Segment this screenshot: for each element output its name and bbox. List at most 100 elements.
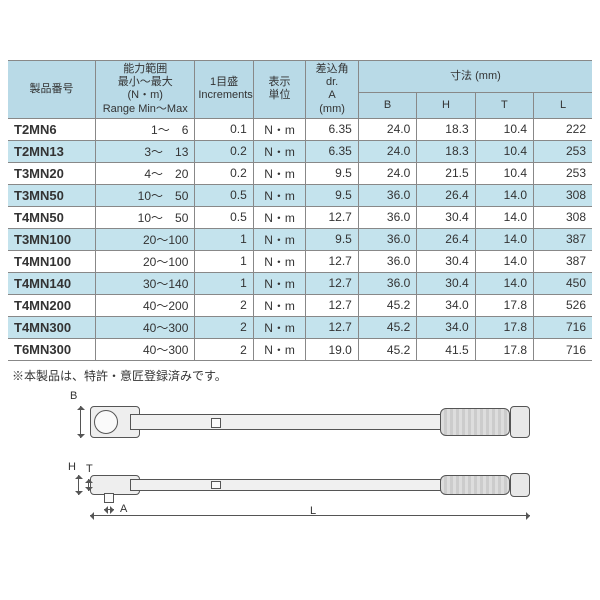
- cell-inc: 1: [195, 250, 253, 272]
- cell-range: 3～ 13: [96, 140, 195, 162]
- cell-model: T4MN50: [8, 206, 96, 228]
- wrench-body: [130, 414, 470, 430]
- col-model: 製品番号: [8, 61, 96, 118]
- cell-B: 36.0: [358, 250, 416, 272]
- cell-model: T3MN50: [8, 184, 96, 206]
- diagram-top-view: B: [70, 394, 530, 449]
- cell-T: 14.0: [475, 206, 533, 228]
- cell-range: 4～ 20: [96, 162, 195, 184]
- cell-inc: 2: [195, 294, 253, 316]
- cell-H: 21.5: [417, 162, 475, 184]
- diagram-side-view: H T A L: [70, 457, 530, 512]
- cell-range: 30～140: [96, 272, 195, 294]
- cell-H: 34.0: [417, 294, 475, 316]
- window-indicator-side: [211, 481, 221, 489]
- col-H: H: [417, 92, 475, 118]
- cell-unit: N・m: [253, 272, 306, 294]
- cell-H: 30.4: [417, 272, 475, 294]
- cell-unit: N・m: [253, 118, 306, 140]
- cell-B: 36.0: [358, 184, 416, 206]
- table-row: T4MN10020～1001N・m12.736.030.414.0387: [8, 250, 592, 272]
- cell-T: 17.8: [475, 338, 533, 360]
- cell-range: 40～200: [96, 294, 195, 316]
- dimension-diagrams: B H T A L: [8, 394, 592, 512]
- cell-range: 10～ 50: [96, 206, 195, 228]
- cell-H: 34.0: [417, 316, 475, 338]
- table-row: T3MN204～ 200.2N・m9.524.021.510.4253: [8, 162, 592, 184]
- cell-L: 308: [534, 206, 592, 228]
- cell-A: 12.7: [306, 294, 359, 316]
- table-row: T2MN61～ 60.1N・m6.3524.018.310.4222: [8, 118, 592, 140]
- col-B: B: [358, 92, 416, 118]
- cell-T: 17.8: [475, 294, 533, 316]
- wrench-endcap-side: [510, 473, 530, 497]
- wrench-grip: [440, 408, 510, 436]
- cell-T: 14.0: [475, 272, 533, 294]
- cell-model: T3MN100: [8, 228, 96, 250]
- cell-unit: N・m: [253, 250, 306, 272]
- cell-unit: N・m: [253, 294, 306, 316]
- table-header: 製品番号 能力範囲 最小～最大 (N・m) Range Min～Max 1目盛 …: [8, 61, 592, 118]
- cell-B: 45.2: [358, 338, 416, 360]
- spec-table: 製品番号 能力範囲 最小～最大 (N・m) Range Min～Max 1目盛 …: [8, 61, 592, 360]
- cell-L: 308: [534, 184, 592, 206]
- cell-A: 9.5: [306, 184, 359, 206]
- cell-T: 14.0: [475, 228, 533, 250]
- cell-H: 30.4: [417, 250, 475, 272]
- wrench-grip-side: [440, 475, 510, 495]
- wrench-endcap: [510, 406, 530, 438]
- cell-A: 6.35: [306, 118, 359, 140]
- col-unit: 表示 単位: [253, 61, 306, 118]
- cell-L: 253: [534, 140, 592, 162]
- cell-inc: 0.5: [195, 206, 253, 228]
- wrench-body-side: [130, 479, 470, 491]
- cell-H: 26.4: [417, 184, 475, 206]
- cell-H: 41.5: [417, 338, 475, 360]
- cell-L: 526: [534, 294, 592, 316]
- cell-model: T4MN100: [8, 250, 96, 272]
- cell-L: 253: [534, 162, 592, 184]
- cell-B: 24.0: [358, 140, 416, 162]
- cell-L: 716: [534, 338, 592, 360]
- cell-range: 1～ 6: [96, 118, 195, 140]
- cell-B: 24.0: [358, 118, 416, 140]
- cell-B: 45.2: [358, 316, 416, 338]
- cell-B: 45.2: [358, 294, 416, 316]
- cell-model: T6MN300: [8, 338, 96, 360]
- cell-H: 30.4: [417, 206, 475, 228]
- table-row: T6MN30040～3002N・m19.045.241.517.8716: [8, 338, 592, 360]
- cell-A: 6.35: [306, 140, 359, 162]
- table-body: T2MN61～ 60.1N・m6.3524.018.310.4222T2MN13…: [8, 118, 592, 360]
- cell-inc: 1: [195, 228, 253, 250]
- table-row: T4MN5010～ 500.5N・m12.736.030.414.0308: [8, 206, 592, 228]
- cell-T: 14.0: [475, 250, 533, 272]
- dim-label-A: A: [120, 503, 127, 515]
- dim-line-B: [80, 406, 81, 438]
- cell-unit: N・m: [253, 206, 306, 228]
- dim-label-T: T: [86, 463, 93, 475]
- dim-label-L: L: [310, 505, 316, 517]
- cell-T: 14.0: [475, 184, 533, 206]
- col-drive: 差込角 dr. A (mm): [306, 61, 359, 118]
- cell-L: 387: [534, 228, 592, 250]
- cell-B: 36.0: [358, 228, 416, 250]
- cell-range: 20～100: [96, 228, 195, 250]
- col-L: L: [534, 92, 592, 118]
- cell-L: 450: [534, 272, 592, 294]
- cell-model: T2MN13: [8, 140, 96, 162]
- cell-model: T2MN6: [8, 118, 96, 140]
- cell-inc: 1: [195, 272, 253, 294]
- col-T: T: [475, 92, 533, 118]
- window-indicator: [211, 418, 221, 428]
- dim-label-H: H: [68, 461, 76, 473]
- cell-inc: 2: [195, 338, 253, 360]
- col-increment: 1目盛 Increments: [195, 61, 253, 118]
- cell-unit: N・m: [253, 162, 306, 184]
- table-row: T4MN20040～2002N・m12.745.234.017.8526: [8, 294, 592, 316]
- cell-unit: N・m: [253, 140, 306, 162]
- cell-unit: N・m: [253, 228, 306, 250]
- cell-unit: N・m: [253, 184, 306, 206]
- cell-inc: 2: [195, 316, 253, 338]
- cell-B: 24.0: [358, 162, 416, 184]
- cell-model: T4MN140: [8, 272, 96, 294]
